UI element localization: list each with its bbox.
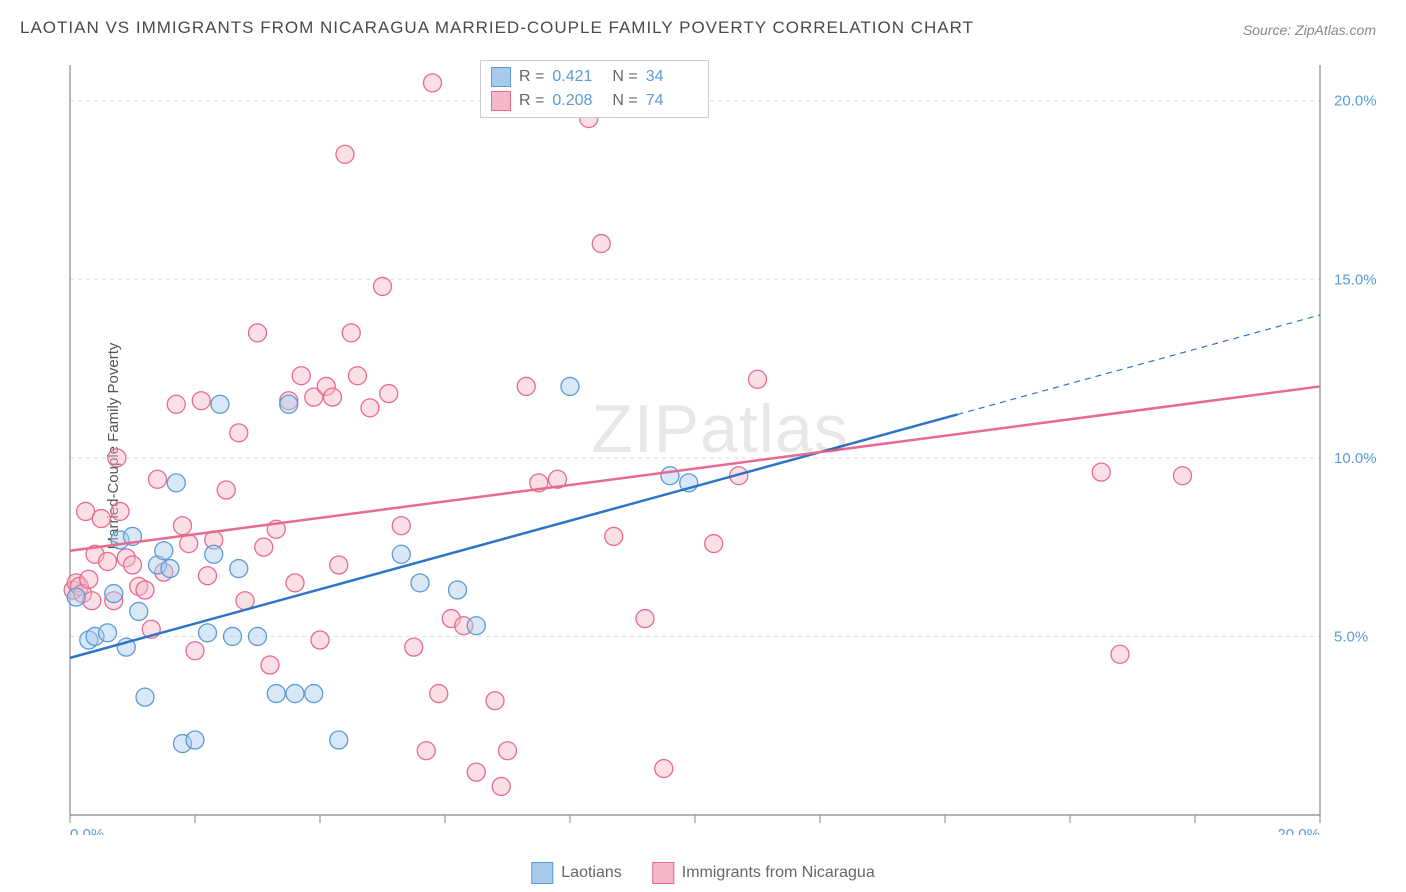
svg-text:20.0%: 20.0%	[1277, 826, 1320, 835]
stats-row-laotians: R = 0.421 N = 34	[491, 65, 698, 89]
chart-title: LAOTIAN VS IMMIGRANTS FROM NICARAGUA MAR…	[20, 18, 974, 38]
svg-text:10.0%: 10.0%	[1334, 450, 1377, 467]
n-value: 34	[646, 68, 698, 86]
legend-item-laotians: Laotians	[531, 862, 622, 884]
svg-text:15.0%: 15.0%	[1334, 271, 1377, 288]
swatch-icon	[491, 67, 511, 87]
swatch-icon	[491, 91, 511, 111]
chart-plot-area: 0.0%20.0%5.0%10.0%15.0%20.0% ZIPatlas	[60, 55, 1380, 835]
r-label: R =	[519, 68, 544, 86]
n-label: N =	[612, 92, 637, 110]
r-value: 0.421	[552, 68, 604, 86]
svg-text:20.0%: 20.0%	[1334, 93, 1377, 110]
svg-text:0.0%: 0.0%	[70, 826, 104, 835]
legend-label: Immigrants from Nicaragua	[682, 864, 875, 882]
legend: Laotians Immigrants from Nicaragua	[531, 862, 874, 884]
source-attribution: Source: ZipAtlas.com	[1243, 22, 1376, 38]
legend-label: Laotians	[561, 864, 622, 882]
svg-text:5.0%: 5.0%	[1334, 628, 1368, 645]
n-label: N =	[612, 68, 637, 86]
r-value: 0.208	[552, 92, 604, 110]
legend-item-nicaragua: Immigrants from Nicaragua	[652, 862, 875, 884]
swatch-icon	[652, 862, 674, 884]
scatter-chart-svg: 0.0% 20.0% 5.0% 10.0% 15.0% 20.0%	[60, 55, 1380, 835]
correlation-stats-box: R = 0.421 N = 34 R = 0.208 N = 74	[480, 60, 709, 118]
r-label: R =	[519, 92, 544, 110]
swatch-icon	[531, 862, 553, 884]
stats-row-nicaragua: R = 0.208 N = 74	[491, 89, 698, 113]
n-value: 74	[646, 92, 698, 110]
